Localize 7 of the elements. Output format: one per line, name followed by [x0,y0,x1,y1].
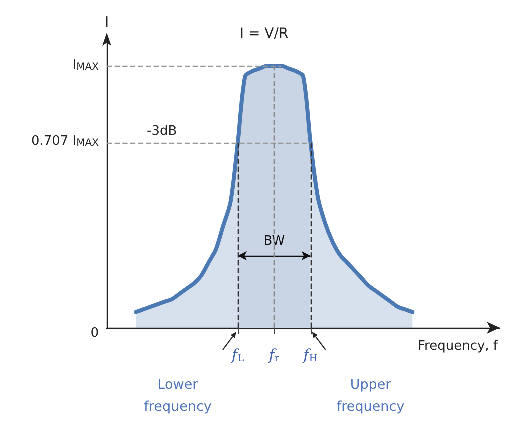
text: 0 [90,326,99,342]
text: Lower frequency [143,376,213,417]
annotation: I = V/R [240,26,289,42]
text: Upper frequency [336,376,406,417]
x-axis-title: Frequency, f [418,339,498,354]
annotation: -3dB [147,124,178,140]
y-axis-title: I [104,14,110,32]
